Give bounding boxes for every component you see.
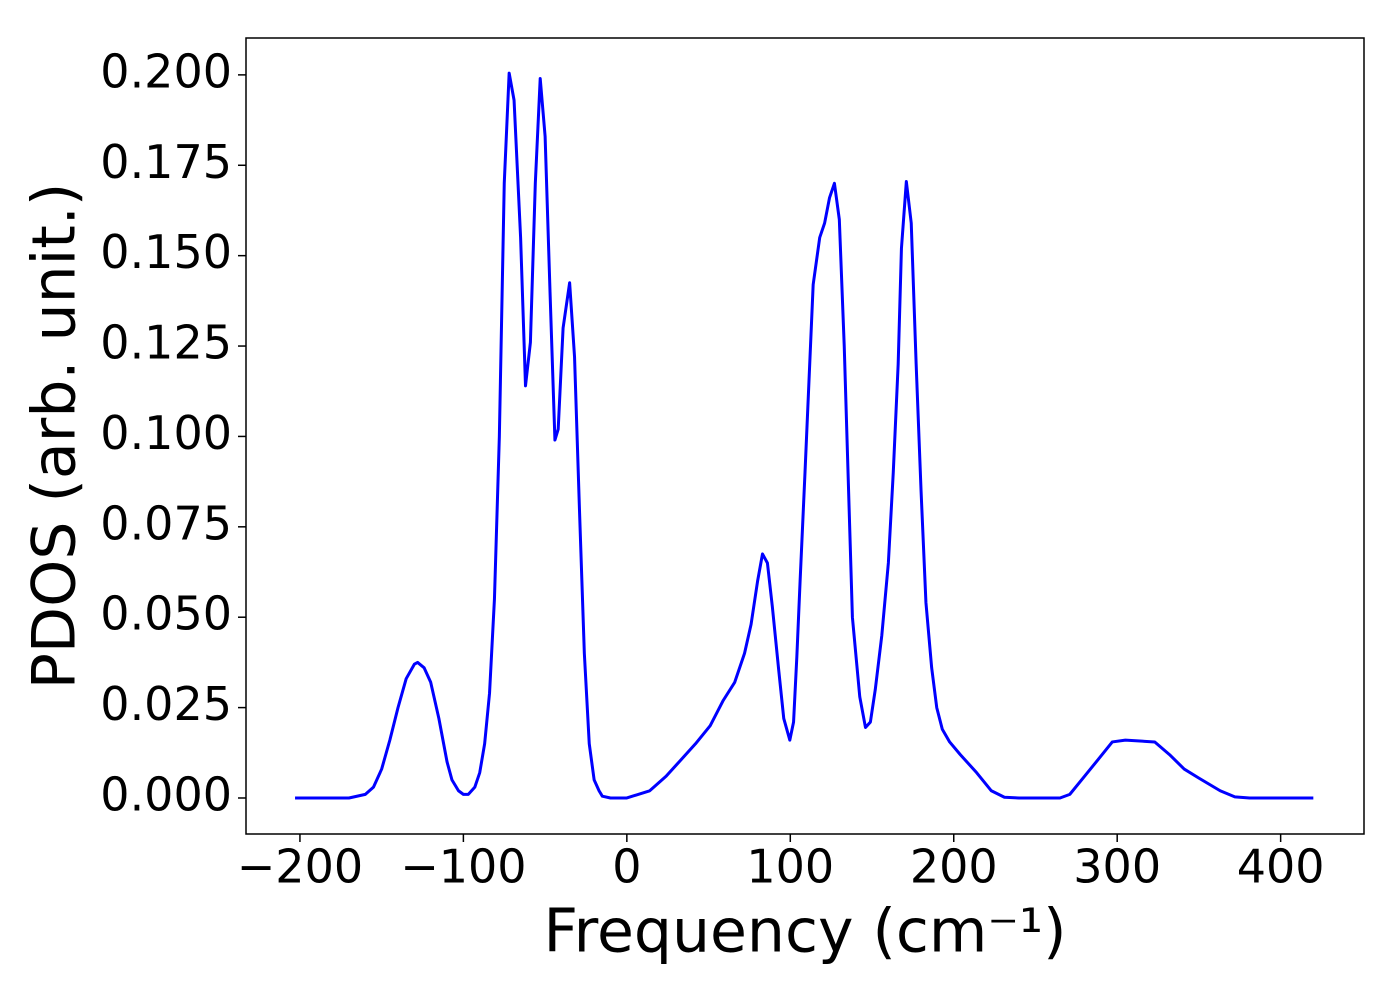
x-tick-label: −200 — [237, 840, 363, 894]
y-tick-label: 0.200 — [100, 44, 232, 98]
y-tick-label: 0.000 — [100, 767, 232, 821]
y-tick-label: 0.025 — [100, 677, 232, 731]
x-tick-label: 0 — [612, 840, 641, 894]
y-axis-label: PDOS (arb. unit.) — [20, 183, 90, 690]
x-tick-label: 400 — [1237, 840, 1325, 894]
x-tick-label: −100 — [400, 840, 526, 894]
x-axis-label: Frequency (cm⁻¹) — [543, 897, 1066, 967]
x-tick-label: 200 — [910, 840, 998, 894]
x-tick-label: 100 — [746, 840, 834, 894]
y-tick-label: 0.150 — [100, 225, 232, 279]
data-line — [295, 71, 1314, 800]
y-tick-label: 0.100 — [100, 406, 232, 460]
x-tick-label: 300 — [1073, 840, 1161, 894]
y-tick-label: 0.050 — [100, 587, 232, 641]
plot-frame — [245, 37, 1365, 835]
y-tick-label: 0.175 — [100, 135, 232, 189]
y-tick-label: 0.075 — [100, 496, 232, 550]
y-tick-label: 0.125 — [100, 316, 232, 370]
